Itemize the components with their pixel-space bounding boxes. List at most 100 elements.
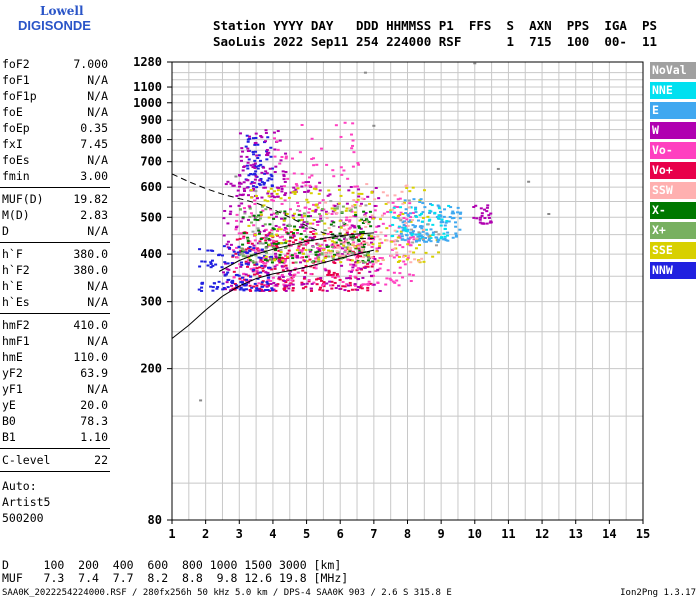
data-point bbox=[258, 289, 262, 292]
data-point bbox=[269, 268, 273, 271]
data-point bbox=[395, 279, 399, 282]
data-point bbox=[389, 279, 393, 282]
data-point bbox=[243, 210, 247, 213]
data-point bbox=[253, 166, 257, 169]
data-point bbox=[347, 277, 351, 280]
data-point bbox=[378, 242, 382, 245]
data-point bbox=[487, 216, 491, 219]
data-point bbox=[300, 223, 304, 226]
data-point bbox=[386, 210, 390, 213]
data-point bbox=[309, 265, 313, 268]
data-point bbox=[393, 194, 397, 197]
data-point bbox=[269, 282, 273, 285]
data-point bbox=[358, 204, 362, 207]
data-point bbox=[256, 227, 260, 230]
data-point bbox=[282, 178, 286, 181]
data-point bbox=[283, 286, 287, 289]
data-point bbox=[200, 282, 204, 285]
data-point bbox=[377, 225, 381, 228]
data-point bbox=[335, 274, 339, 277]
x-tick-label: 11 bbox=[501, 527, 515, 541]
data-point bbox=[271, 257, 275, 260]
data-point bbox=[273, 148, 277, 151]
data-point bbox=[355, 185, 359, 188]
data-point bbox=[351, 269, 355, 272]
data-point bbox=[248, 137, 252, 140]
data-point bbox=[349, 246, 353, 249]
data-point bbox=[263, 186, 267, 189]
data-point bbox=[486, 204, 490, 207]
data-point bbox=[300, 185, 304, 188]
data-point bbox=[337, 202, 341, 205]
data-point bbox=[390, 235, 394, 238]
data-point bbox=[328, 236, 332, 239]
data-point bbox=[409, 219, 413, 222]
data-point bbox=[338, 232, 342, 235]
data-point bbox=[304, 265, 308, 268]
data-point bbox=[223, 288, 227, 291]
data-point bbox=[312, 281, 316, 284]
data-point bbox=[367, 220, 371, 223]
data-point bbox=[273, 196, 277, 199]
data-point bbox=[299, 237, 303, 240]
data-point bbox=[366, 252, 370, 255]
data-point bbox=[329, 250, 333, 253]
data-point bbox=[443, 208, 447, 211]
data-point bbox=[363, 266, 367, 269]
data-point bbox=[403, 227, 407, 230]
data-point bbox=[241, 216, 245, 219]
data-point bbox=[346, 284, 350, 287]
data-point bbox=[305, 222, 309, 225]
param-label: h`F2 bbox=[2, 263, 30, 277]
data-point bbox=[425, 240, 429, 243]
data-point bbox=[289, 191, 293, 194]
data-point bbox=[344, 209, 348, 212]
data-point bbox=[405, 186, 409, 189]
data-point bbox=[251, 137, 255, 140]
data-point bbox=[443, 227, 447, 230]
data-point bbox=[282, 173, 286, 176]
data-point bbox=[352, 245, 356, 248]
data-point bbox=[294, 190, 298, 193]
data-point bbox=[245, 186, 249, 189]
x-tick-label: 7 bbox=[370, 527, 377, 541]
data-point bbox=[347, 289, 351, 292]
data-point bbox=[322, 233, 326, 236]
data-point bbox=[310, 174, 314, 177]
data-point bbox=[252, 267, 256, 270]
data-point bbox=[414, 211, 418, 214]
data-point bbox=[323, 229, 327, 232]
data-point bbox=[253, 159, 257, 162]
y-tick-label: 80 bbox=[148, 513, 162, 527]
data-point bbox=[289, 236, 293, 239]
data-point bbox=[254, 136, 258, 139]
data-point bbox=[409, 236, 413, 239]
data-point bbox=[366, 262, 370, 265]
data-point bbox=[452, 216, 456, 219]
data-point bbox=[266, 192, 270, 195]
x-tick-label: 3 bbox=[236, 527, 243, 541]
data-point bbox=[257, 256, 261, 259]
data-point bbox=[264, 255, 268, 258]
data-point bbox=[409, 216, 413, 219]
data-point bbox=[284, 241, 288, 244]
data-point bbox=[312, 187, 316, 190]
data-point bbox=[253, 218, 257, 221]
data-point bbox=[373, 198, 377, 201]
param-row: h`Es N/A bbox=[2, 295, 108, 311]
header-line-2: SaoLuis 2022 Sep11 254 224000 RSF 1 715 … bbox=[213, 34, 658, 49]
data-point bbox=[257, 282, 261, 285]
data-point bbox=[407, 241, 411, 244]
data-point bbox=[267, 239, 271, 242]
data-point bbox=[276, 283, 280, 286]
data-point bbox=[267, 195, 271, 198]
data-point bbox=[378, 238, 382, 241]
data-point bbox=[420, 220, 424, 223]
data-point bbox=[304, 181, 308, 184]
data-point bbox=[427, 219, 431, 222]
legend-item-vo: Vo- bbox=[650, 142, 696, 159]
data-point bbox=[270, 198, 274, 201]
data-point bbox=[367, 257, 371, 260]
data-point bbox=[239, 281, 243, 284]
data-point bbox=[231, 255, 235, 258]
